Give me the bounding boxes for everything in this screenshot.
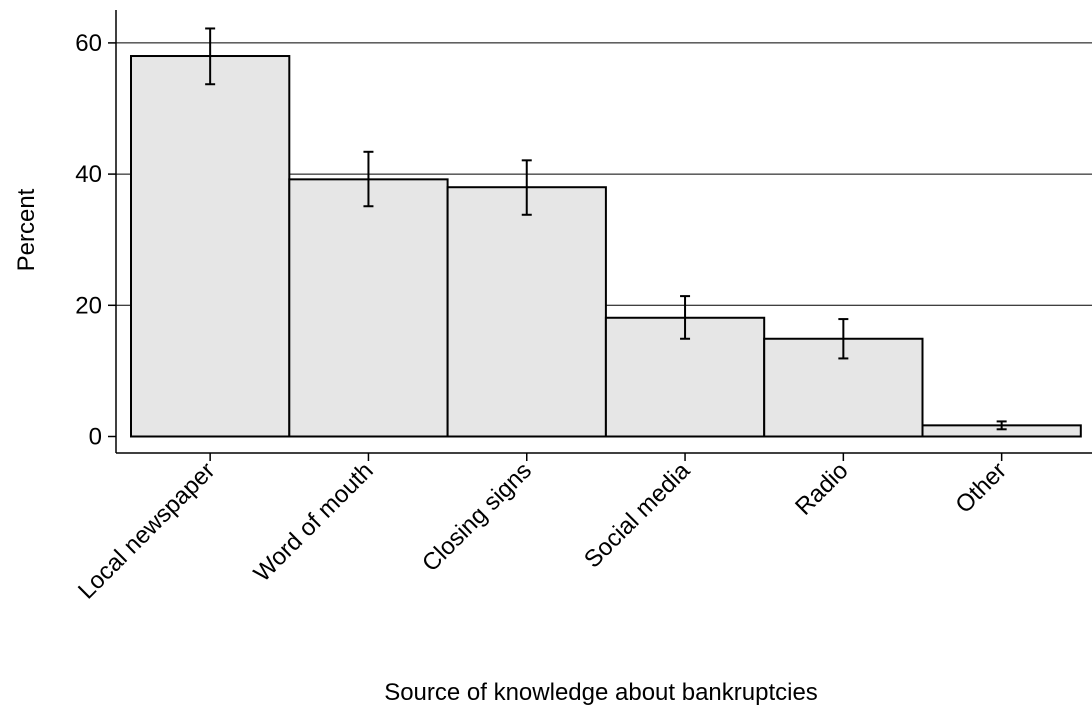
- x-tick-label: Local newspaper: [73, 457, 220, 604]
- bar: [130, 55, 291, 438]
- y-tick-label: 40: [75, 161, 102, 188]
- x-tick-label: Closing signs: [417, 457, 537, 577]
- axes: [115, 10, 1092, 454]
- x-tick-label: Word of mouth: [249, 457, 379, 587]
- y-tick-label: 20: [75, 292, 102, 319]
- error-bars: [205, 27, 1007, 431]
- y-tick-label: 60: [75, 30, 102, 57]
- x-axis-label: Source of knowledge about bankruptcies: [384, 679, 818, 706]
- x-axis-ticks: Local newspaper Word of mouth Closing sign…: [73, 453, 1012, 605]
- y-axis-ticks: 0 20 40 60: [75, 30, 116, 451]
- x-tick-label: Social media: [579, 457, 696, 574]
- bar: [446, 186, 607, 438]
- bars: [130, 55, 1082, 438]
- x-tick-label: Radio: [790, 457, 853, 520]
- y-axis-label: Percent: [13, 188, 40, 271]
- x-tick-label: Other: [950, 457, 1012, 519]
- y-tick-label: 0: [89, 424, 102, 451]
- bar: [288, 178, 449, 438]
